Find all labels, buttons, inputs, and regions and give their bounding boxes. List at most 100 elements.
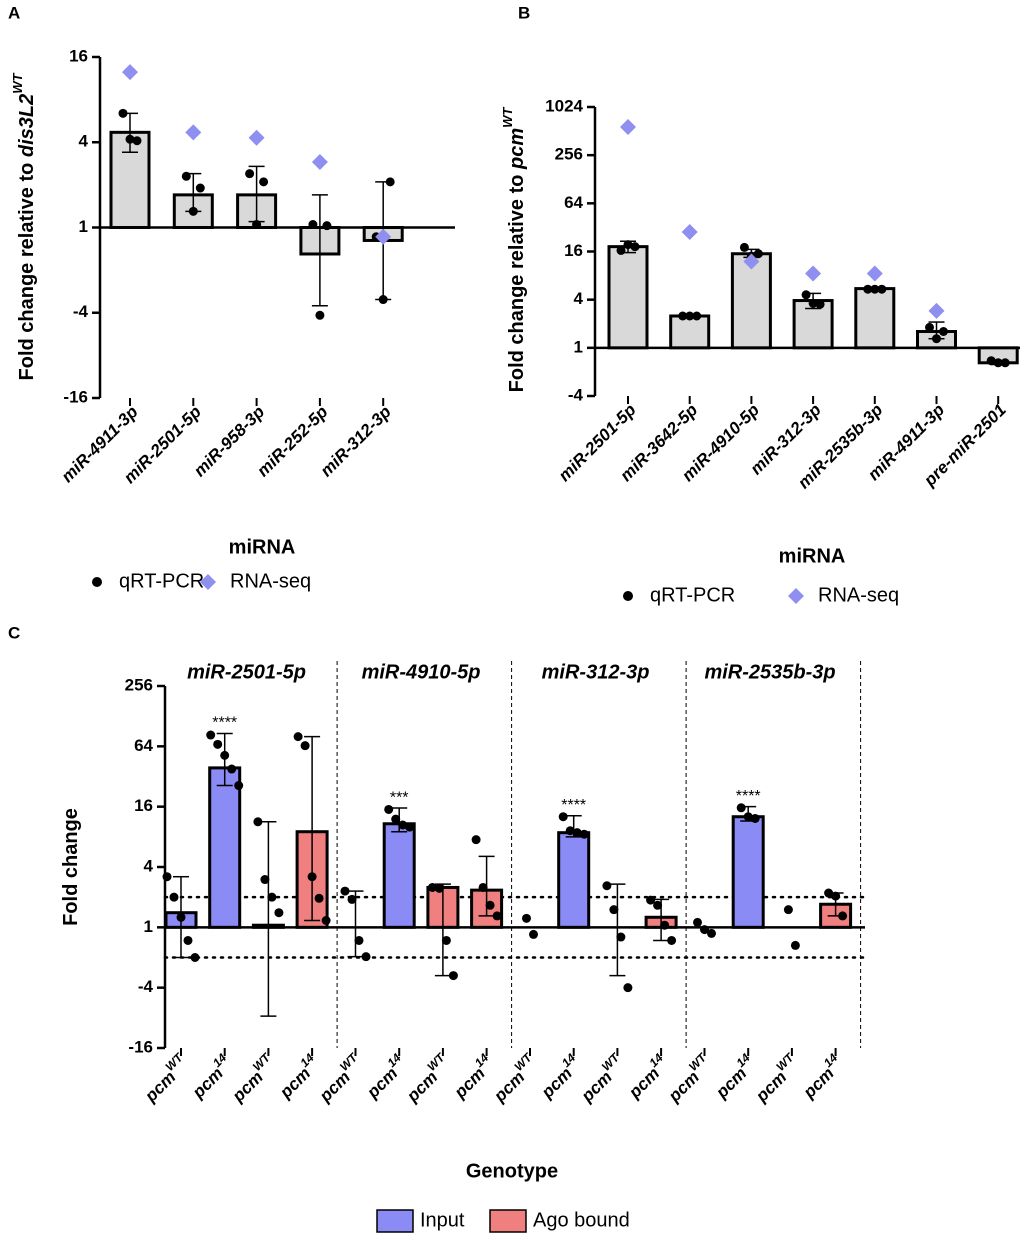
replicate-point	[267, 892, 277, 902]
replicate-point	[932, 334, 941, 344]
bar	[731, 815, 765, 929]
y-tick-label: 1	[574, 337, 583, 356]
rna-seq-point	[928, 302, 945, 319]
x-tick-label: pcmWT	[748, 1050, 805, 1107]
replicate-point	[361, 952, 371, 962]
replicate-point	[801, 290, 811, 300]
replicate-point	[653, 900, 663, 910]
legend-label: qRT-PCR	[119, 570, 204, 592]
x-tick-text: pcm	[537, 1064, 576, 1103]
x-tick-text: pcm	[188, 1064, 227, 1103]
x-tick-text: pcm	[450, 1064, 489, 1103]
legend-marker	[623, 591, 633, 601]
bar	[669, 314, 711, 350]
replicate-point	[118, 108, 128, 118]
legend-swatch	[489, 1209, 527, 1233]
y-tick-label: 64	[134, 736, 153, 755]
significance: ***	[390, 789, 409, 806]
y-tick-label: -4	[138, 977, 154, 996]
y-tick-label: 16	[134, 796, 153, 815]
replicate-point	[274, 908, 284, 918]
x-tick-text: pcm	[276, 1064, 315, 1103]
replicate-point	[378, 295, 388, 305]
replicate-point	[347, 894, 357, 904]
replicate-point	[176, 912, 186, 922]
rna-seq-point	[248, 129, 265, 146]
replicate-point	[993, 358, 1003, 368]
replicate-point	[259, 177, 269, 187]
replicate-point	[630, 242, 640, 252]
y-tick-label: 16	[69, 46, 88, 65]
replicate-point	[405, 822, 415, 832]
replicate-point	[736, 803, 746, 813]
replicate-point	[1000, 358, 1010, 368]
y-label-gene: dis3L2	[16, 94, 38, 157]
replicate-point	[125, 134, 135, 144]
rna-seq-point	[620, 119, 636, 136]
x-tick-text: pcm	[315, 1068, 354, 1107]
replicate-point	[385, 177, 395, 187]
y-tick-label: 64	[564, 193, 583, 212]
x-tick-label: pcm14	[272, 1051, 324, 1103]
x-tick-text: pcm	[141, 1068, 180, 1107]
x-tick-text: pcm	[712, 1064, 751, 1103]
panel-letter: B	[518, 3, 530, 22]
replicate-point	[808, 298, 818, 308]
replicate-point	[434, 883, 444, 893]
replicate-point	[260, 875, 270, 885]
replicate-point	[743, 812, 753, 822]
replicate-point	[314, 893, 324, 903]
rna-seq-point	[185, 124, 202, 141]
legend-label: RNA-seq	[818, 584, 899, 606]
group-title: miR-2535b-3p	[704, 661, 835, 683]
group-title: miR-4910-5p	[362, 661, 481, 683]
replicate-point	[478, 882, 488, 892]
x-tick-label: pcmWT	[486, 1050, 543, 1107]
replicate-point	[790, 940, 800, 950]
replicate-point	[750, 813, 760, 823]
replicate-point	[234, 781, 244, 791]
x-tick-label: pcmWT	[225, 1050, 282, 1107]
replicate-point	[293, 732, 303, 742]
replicate-point	[572, 828, 582, 838]
x-tick-text: pcm	[363, 1064, 402, 1103]
y-label-text: Fold change	[60, 808, 82, 926]
replicate-point	[824, 888, 834, 898]
legend-label: qRT-PCR	[650, 584, 735, 606]
bar	[854, 287, 896, 350]
y-tick-label: -16	[63, 387, 88, 406]
y-label-gene: pcm	[506, 128, 528, 170]
legend-label: RNA-seq	[230, 570, 311, 592]
x-tick-text: pcm	[799, 1064, 838, 1103]
replicate-point	[783, 905, 793, 915]
x-tick-label: pcmWT	[399, 1050, 456, 1107]
replicate-point	[838, 911, 848, 921]
replicate-point	[195, 183, 205, 193]
x-tick-label: pcmWT	[574, 1050, 631, 1107]
replicate-point	[190, 953, 200, 962]
legend-marker	[788, 588, 804, 604]
replicate-point	[739, 242, 749, 252]
x-tick-label: pcmWT	[137, 1050, 194, 1107]
rna-seq-point	[805, 265, 822, 282]
replicate-point	[558, 812, 568, 822]
y-tick-label: 4	[144, 856, 154, 875]
replicate-point	[354, 935, 364, 945]
y-label-sup: WT	[500, 107, 515, 128]
replicate-point	[700, 925, 709, 935]
replicate-point	[616, 932, 626, 942]
x-tick-text: pcm	[625, 1064, 664, 1103]
replicate-point	[925, 322, 934, 332]
panel-letter: C	[8, 623, 20, 642]
x-tick-label: pcm14	[447, 1051, 499, 1103]
replicate-point	[169, 892, 179, 902]
replicate-point	[870, 284, 880, 294]
replicate-point	[692, 311, 702, 321]
x-tick-label: pcm14	[621, 1051, 673, 1103]
x-tick-text: pcm	[490, 1068, 529, 1107]
replicate-point	[398, 820, 408, 830]
replicate-point	[565, 826, 575, 836]
x-tick-text: pcm	[664, 1068, 703, 1107]
replicate-point	[609, 905, 619, 915]
y-tick-label: 1	[144, 917, 153, 936]
